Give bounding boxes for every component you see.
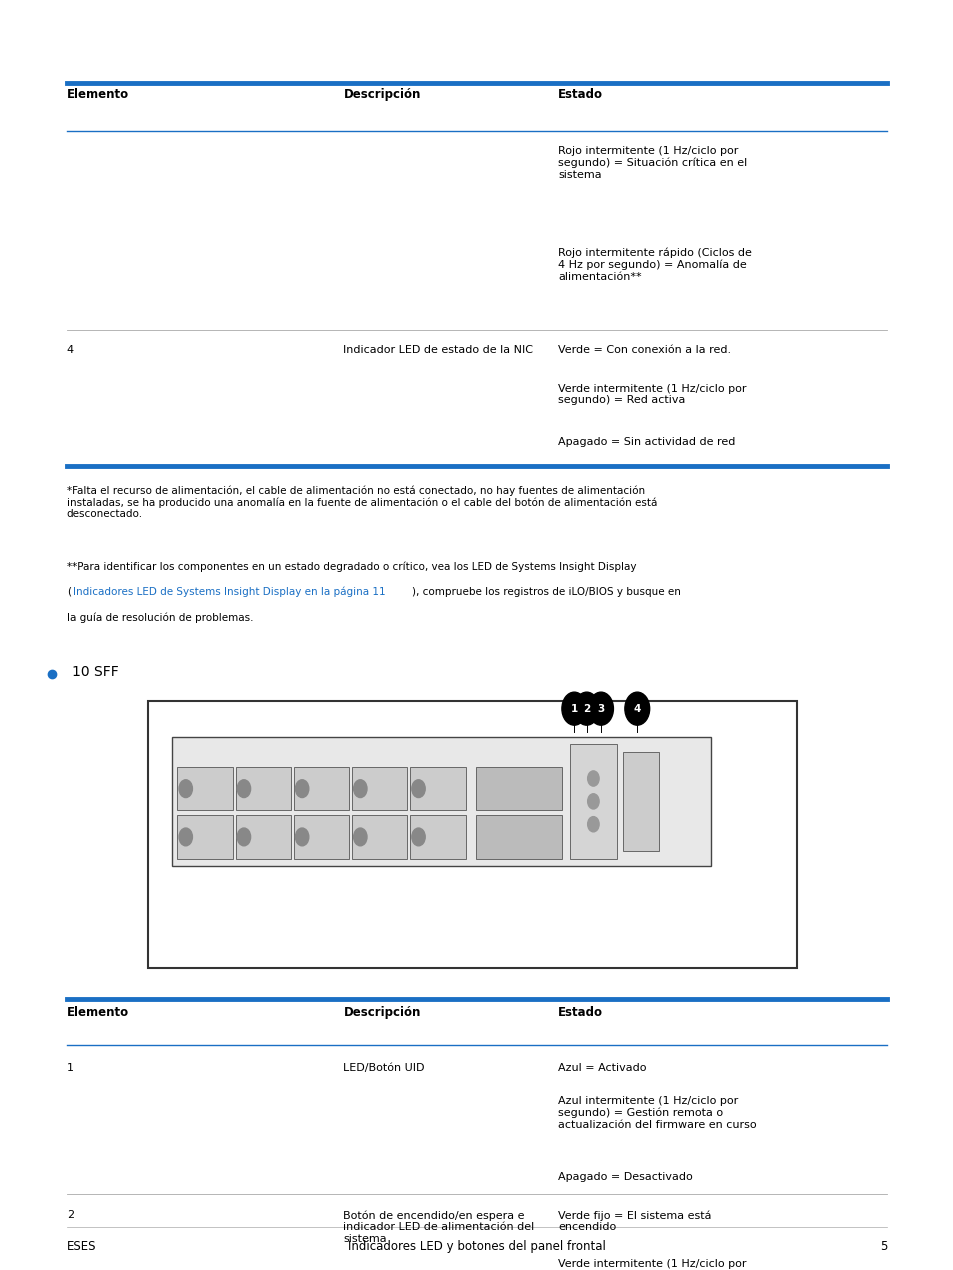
Bar — [294, 767, 349, 810]
Bar — [177, 767, 233, 810]
Text: **Para identificar los componentes en un estado degradado o crítico, vea los LED: **Para identificar los componentes en un… — [67, 561, 636, 572]
Circle shape — [587, 771, 598, 786]
Text: 4: 4 — [67, 345, 73, 356]
Bar — [235, 767, 291, 810]
Bar — [177, 815, 233, 859]
Text: Rojo intermitente rápido (Ciclos de
4 Hz por segundo) = Anomalía de
alimentación: Rojo intermitente rápido (Ciclos de 4 Hz… — [558, 248, 751, 282]
Text: Descripción: Descripción — [343, 1006, 420, 1019]
Bar — [172, 737, 710, 866]
Text: *Falta el recurso de alimentación, el cable de alimentación no está conectado, n: *Falta el recurso de alimentación, el ca… — [67, 485, 657, 519]
Circle shape — [561, 692, 586, 725]
Bar — [476, 767, 561, 810]
Bar — [148, 701, 796, 968]
Text: (: ( — [67, 587, 71, 597]
Text: Verde intermitente (1 Hz/ciclo por
segundo) = Red activa: Verde intermitente (1 Hz/ciclo por segun… — [558, 384, 746, 405]
Circle shape — [237, 828, 251, 846]
Text: 5: 5 — [879, 1240, 886, 1252]
Circle shape — [237, 780, 251, 798]
Circle shape — [179, 828, 193, 846]
Circle shape — [588, 692, 613, 725]
Text: Apagado = Desactivado: Apagado = Desactivado — [558, 1172, 692, 1182]
Text: Elemento: Elemento — [67, 88, 129, 100]
Text: 1: 1 — [570, 704, 578, 714]
Bar — [294, 815, 349, 859]
Bar — [352, 815, 407, 859]
Circle shape — [295, 828, 309, 846]
Text: Indicador LED de estado de la NIC: Indicador LED de estado de la NIC — [343, 345, 533, 356]
Text: Estado: Estado — [558, 88, 602, 100]
Text: la guía de resolución de problemas.: la guía de resolución de problemas. — [67, 612, 253, 622]
Bar — [476, 815, 561, 859]
Text: Verde = Con conexión a la red.: Verde = Con conexión a la red. — [558, 345, 730, 356]
Text: Azul = Activado: Azul = Activado — [558, 1063, 646, 1073]
Text: 1: 1 — [67, 1063, 73, 1073]
Circle shape — [295, 780, 309, 798]
Bar — [235, 815, 291, 859]
Text: Descripción: Descripción — [343, 88, 420, 100]
Circle shape — [587, 794, 598, 809]
Circle shape — [624, 692, 649, 725]
Circle shape — [412, 828, 425, 846]
Text: Rojo intermitente (1 Hz/ciclo por
segundo) = Situación crítica en el
sistema: Rojo intermitente (1 Hz/ciclo por segund… — [558, 146, 746, 180]
Text: 2: 2 — [582, 704, 590, 714]
Text: Botón de encendido/en espera e
indicador LED de alimentación del
sistema: Botón de encendido/en espera e indicador… — [343, 1210, 534, 1245]
Text: Azul intermitente (1 Hz/ciclo por
segundo) = Gestión remota o
actualización del : Azul intermitente (1 Hz/ciclo por segund… — [558, 1096, 756, 1130]
Circle shape — [354, 780, 367, 798]
Text: ), compruebe los registros de iLO/BIOS y busque en: ), compruebe los registros de iLO/BIOS y… — [412, 587, 680, 597]
Text: Verde intermitente (1 Hz/ciclo por
segundo) = Realizando la secuencia
de encendi: Verde intermitente (1 Hz/ciclo por segun… — [558, 1259, 760, 1270]
Circle shape — [587, 817, 598, 832]
Text: 2: 2 — [67, 1210, 73, 1220]
Bar — [569, 744, 617, 859]
Text: Verde fijo = El sistema está
encendido: Verde fijo = El sistema está encendido — [558, 1210, 711, 1232]
Bar — [410, 815, 465, 859]
Text: 10 SFF: 10 SFF — [71, 665, 118, 679]
Text: ESES: ESES — [67, 1240, 96, 1252]
Bar — [410, 767, 465, 810]
Circle shape — [412, 780, 425, 798]
Circle shape — [179, 780, 193, 798]
Text: 4: 4 — [633, 704, 640, 714]
Circle shape — [354, 828, 367, 846]
Circle shape — [574, 692, 598, 725]
Bar — [352, 767, 407, 810]
Text: Estado: Estado — [558, 1006, 602, 1019]
Text: Elemento: Elemento — [67, 1006, 129, 1019]
Bar — [622, 752, 659, 851]
Text: Indicadores LED y botones del panel frontal: Indicadores LED y botones del panel fron… — [348, 1240, 605, 1252]
Text: LED/Botón UID: LED/Botón UID — [343, 1063, 424, 1073]
Text: 3: 3 — [597, 704, 604, 714]
Text: Apagado = Sin actividad de red: Apagado = Sin actividad de red — [558, 437, 735, 447]
Text: Indicadores LED de Systems Insight Display en la página 11: Indicadores LED de Systems Insight Displ… — [73, 587, 386, 597]
